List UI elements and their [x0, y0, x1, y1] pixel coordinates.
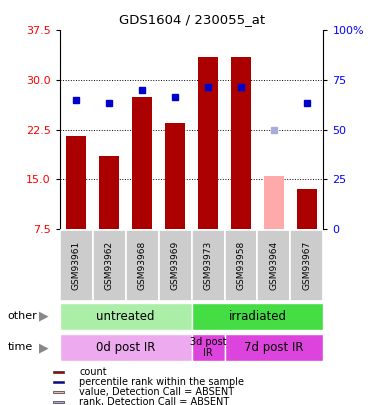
Bar	[264, 176, 284, 229]
Bar	[60, 303, 191, 330]
Text: 0d post IR: 0d post IR	[96, 341, 155, 354]
Text: ▶: ▶	[39, 310, 49, 323]
Bar	[132, 96, 152, 229]
Bar	[99, 156, 119, 229]
Bar	[198, 57, 218, 229]
Text: GSM93969: GSM93969	[171, 241, 179, 290]
Text: other: other	[8, 311, 37, 321]
Bar	[290, 230, 323, 301]
Text: time: time	[8, 343, 33, 352]
Bar	[297, 189, 317, 229]
Bar	[159, 230, 191, 301]
Bar	[60, 334, 191, 361]
Bar	[53, 391, 64, 393]
Bar	[191, 334, 224, 361]
Text: GSM93962: GSM93962	[105, 241, 114, 290]
Bar	[224, 334, 323, 361]
Text: percentile rank within the sample: percentile rank within the sample	[79, 377, 244, 387]
Bar	[93, 230, 126, 301]
Bar	[231, 57, 251, 229]
Text: untreated: untreated	[96, 310, 155, 323]
Bar	[126, 230, 159, 301]
Text: 3d post
IR: 3d post IR	[190, 337, 226, 358]
Text: GSM93967: GSM93967	[302, 241, 311, 290]
Bar	[165, 123, 185, 229]
Bar	[191, 230, 224, 301]
Bar	[66, 136, 86, 229]
Text: GDS1604 / 230055_at: GDS1604 / 230055_at	[119, 13, 266, 26]
Text: count: count	[79, 367, 107, 377]
Bar	[258, 230, 290, 301]
Bar	[53, 371, 64, 373]
Bar	[53, 401, 64, 403]
Text: 7d post IR: 7d post IR	[244, 341, 304, 354]
Text: value, Detection Call = ABSENT: value, Detection Call = ABSENT	[79, 387, 234, 397]
Text: irradiated: irradiated	[228, 310, 286, 323]
Text: GSM93958: GSM93958	[236, 241, 246, 290]
Text: GSM93968: GSM93968	[137, 241, 147, 290]
Text: GSM93973: GSM93973	[204, 241, 213, 290]
Bar	[60, 230, 93, 301]
Bar	[224, 230, 258, 301]
Bar	[53, 381, 64, 383]
Text: ▶: ▶	[39, 341, 49, 354]
Text: GSM93961: GSM93961	[72, 241, 81, 290]
Bar	[191, 303, 323, 330]
Text: rank, Detection Call = ABSENT: rank, Detection Call = ABSENT	[79, 397, 229, 405]
Text: GSM93964: GSM93964	[270, 241, 278, 290]
